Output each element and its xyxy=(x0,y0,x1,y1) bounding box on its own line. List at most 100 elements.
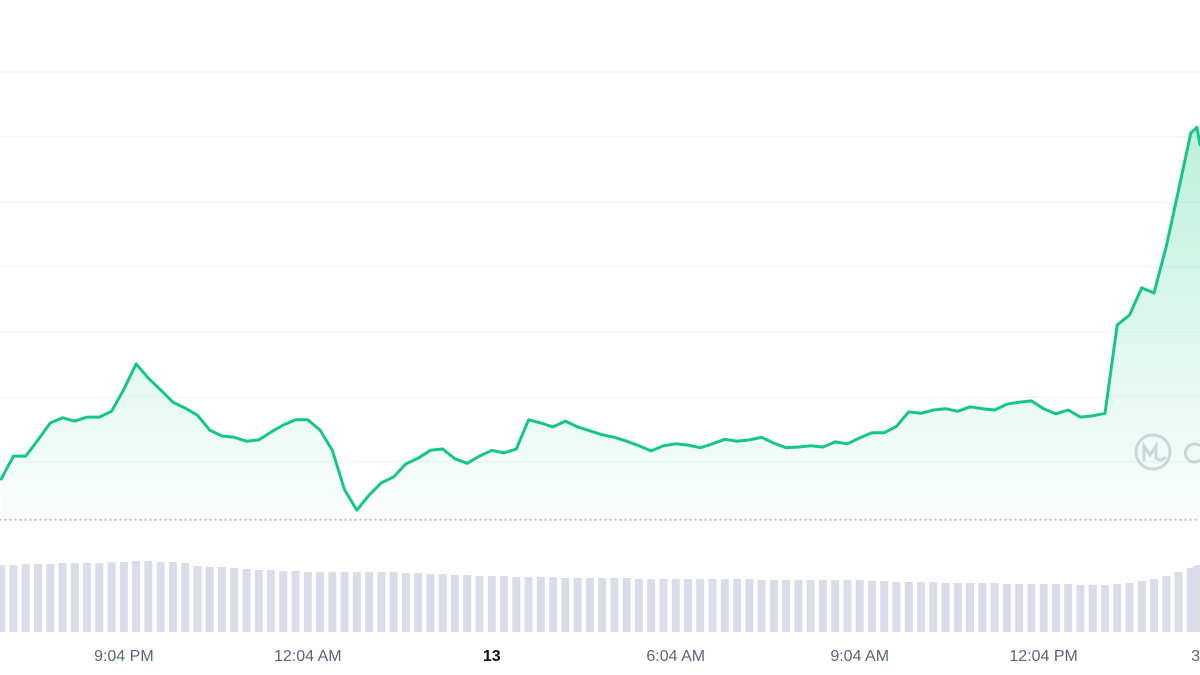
volume-bar xyxy=(622,578,631,632)
volume-bar xyxy=(573,578,582,632)
volume-bar xyxy=(95,563,104,632)
volume-bar xyxy=(585,578,594,632)
volume-bar xyxy=(549,577,558,632)
volume-bar xyxy=(254,570,263,632)
volume-bar xyxy=(1186,568,1195,632)
volume-bar xyxy=(1039,584,1048,632)
volume-bar xyxy=(463,575,472,632)
volume-bar xyxy=(610,578,619,632)
volume-bar xyxy=(156,562,165,632)
volume-bar xyxy=(536,577,545,632)
volume-bar xyxy=(70,563,79,632)
volume-bar xyxy=(966,583,975,632)
volume-bar xyxy=(107,562,116,632)
volume-bar xyxy=(512,577,521,632)
volume-bar xyxy=(21,564,30,632)
volume-bar xyxy=(1196,565,1200,632)
logo-letter xyxy=(1183,442,1200,464)
volume-bar xyxy=(733,579,742,632)
volume-bar xyxy=(978,583,987,632)
volume-bar xyxy=(1027,584,1036,632)
volume-bar xyxy=(708,579,717,632)
volume-bar xyxy=(487,576,496,632)
volume-bar xyxy=(917,582,926,632)
volume-bar xyxy=(1113,584,1122,632)
volume-bar xyxy=(426,574,435,632)
volume-bar xyxy=(316,572,325,632)
volume-bar xyxy=(267,570,276,632)
x-axis: 9:04 PM 12:04 AM 13 6:04 AM 9:04 AM 12:04 PM 3 xyxy=(94,648,1200,665)
volume-bar xyxy=(193,566,202,632)
volume-bar xyxy=(524,577,533,632)
volume-bar xyxy=(144,561,153,632)
x-tick-label: 12:04 PM xyxy=(1009,648,1077,665)
volume-bar xyxy=(181,563,190,632)
volume-bar xyxy=(1100,585,1109,632)
volume-bar xyxy=(205,567,214,632)
volume-bar xyxy=(1162,576,1171,632)
volume-bar xyxy=(806,580,815,632)
volume-bar xyxy=(867,581,876,632)
volume-bar xyxy=(1088,585,1097,632)
volume-bar xyxy=(0,565,6,632)
volume-bar xyxy=(634,579,643,632)
volume-bar xyxy=(168,562,177,632)
volume-bar xyxy=(450,575,459,632)
volume-bar xyxy=(303,572,312,632)
volume-bar xyxy=(953,583,962,632)
volume-bar xyxy=(377,572,386,632)
volume-bar xyxy=(1051,584,1060,632)
volume-bar xyxy=(831,580,840,632)
volume-bar xyxy=(1015,584,1024,632)
volume-bar xyxy=(1137,581,1146,632)
volume-bar xyxy=(880,581,889,632)
volume-bar xyxy=(1125,583,1134,632)
volume-bar xyxy=(279,571,288,632)
logo-circle xyxy=(1134,433,1172,471)
x-tick-label: 9:04 PM xyxy=(94,648,154,665)
volume-bars xyxy=(0,561,1200,632)
volume-bar xyxy=(683,579,692,632)
volume-bar xyxy=(328,572,337,632)
volume-bar xyxy=(389,572,398,632)
x-tick-label: 3 xyxy=(1191,648,1200,665)
volume-bar xyxy=(46,564,55,632)
volume-bar xyxy=(475,576,484,632)
volume-bar xyxy=(598,578,607,632)
price-line xyxy=(0,125,1200,512)
volume-bar xyxy=(941,583,950,632)
volume-bar xyxy=(1002,584,1011,632)
volume-bar xyxy=(291,571,300,632)
volume-bar xyxy=(904,582,913,632)
area-fill xyxy=(1,127,1200,520)
volume-bar xyxy=(1076,585,1085,632)
volume-bar xyxy=(352,572,361,632)
volume-bar xyxy=(340,572,349,632)
volume-bar xyxy=(230,568,239,632)
volume-bar xyxy=(1064,584,1073,632)
volume-bar xyxy=(855,580,864,632)
volume-bar xyxy=(132,561,141,632)
volume-bar xyxy=(438,574,447,632)
volume-bar xyxy=(401,573,410,632)
volume-bar xyxy=(990,583,999,632)
volume-bar xyxy=(782,580,791,632)
logo-m xyxy=(1142,441,1167,462)
volume-bar xyxy=(1174,572,1183,632)
volume-bar xyxy=(500,576,509,632)
volume-bar xyxy=(696,579,705,632)
watermark-logo xyxy=(1134,433,1200,471)
plot xyxy=(0,125,1200,521)
volume-bar xyxy=(83,563,92,632)
volume-bar xyxy=(818,580,827,632)
volume-bar xyxy=(929,582,938,632)
volume-bar xyxy=(659,579,668,632)
x-tick-label: 13 xyxy=(483,648,501,665)
x-tick-label: 12:04 AM xyxy=(274,648,342,665)
volume-bar xyxy=(843,580,852,632)
volume-bar xyxy=(745,579,754,632)
volume-bar xyxy=(769,580,778,632)
volume-bar xyxy=(217,567,226,632)
